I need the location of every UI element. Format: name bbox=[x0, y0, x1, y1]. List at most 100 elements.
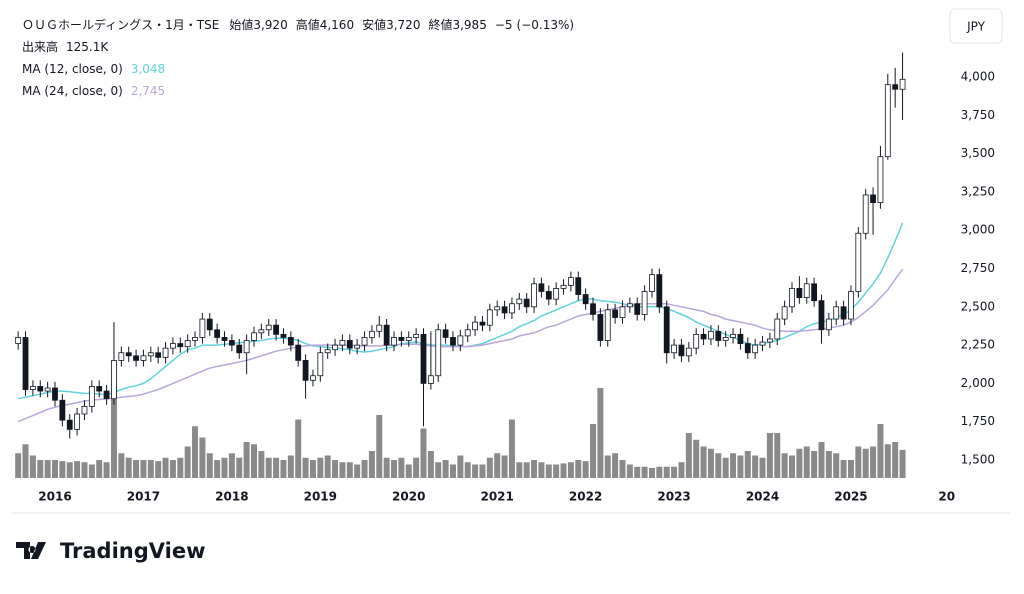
x-tick-label: 2023 bbox=[657, 490, 690, 504]
candle-body bbox=[302, 360, 309, 381]
volume-bar bbox=[590, 424, 597, 478]
volume-bar bbox=[435, 462, 442, 478]
logo: TradingView bbox=[16, 539, 205, 563]
candle-body bbox=[214, 329, 221, 338]
volume-bar bbox=[575, 460, 582, 478]
candle-body bbox=[52, 387, 58, 401]
volume-bar bbox=[685, 433, 692, 478]
candle-body bbox=[170, 343, 176, 349]
volume-bar bbox=[243, 442, 250, 478]
volume-bar bbox=[818, 442, 825, 478]
volume-bar bbox=[457, 455, 464, 478]
volume-bar bbox=[29, 455, 36, 478]
candle-body bbox=[464, 329, 471, 337]
candle-body bbox=[472, 321, 478, 331]
change: −5 bbox=[495, 18, 513, 32]
volume-bar bbox=[899, 449, 906, 478]
y-tick-label: 3,500 bbox=[961, 146, 995, 160]
volume-bar bbox=[663, 466, 670, 478]
volume-bar bbox=[413, 457, 420, 478]
volume-bar bbox=[531, 460, 538, 478]
volume-bar bbox=[722, 457, 729, 478]
candle-body bbox=[427, 375, 434, 384]
volume-bar bbox=[545, 464, 552, 478]
candle-body bbox=[877, 156, 884, 204]
candle-body bbox=[789, 288, 795, 308]
volume-bar bbox=[236, 457, 243, 478]
volume-value: 125.1K bbox=[66, 40, 109, 54]
volume-bar bbox=[707, 448, 714, 478]
symbol: ＯＵＧホールディングス・1月・TSE bbox=[22, 17, 219, 32]
candle-body bbox=[634, 303, 641, 315]
candle-body bbox=[317, 352, 324, 377]
volume-bar bbox=[37, 460, 44, 478]
volume-bar bbox=[354, 464, 361, 478]
candle-body bbox=[641, 291, 648, 315]
candle-body bbox=[766, 338, 773, 343]
candle-body bbox=[523, 298, 530, 308]
volume-bar bbox=[420, 428, 427, 478]
candle-body bbox=[435, 329, 442, 377]
candle-body bbox=[774, 318, 781, 340]
candle-body bbox=[568, 277, 574, 286]
volume-bar bbox=[192, 426, 199, 478]
candle-body bbox=[228, 340, 235, 346]
volume-bar bbox=[66, 462, 73, 478]
volume-bar bbox=[766, 433, 773, 478]
candle-body bbox=[339, 340, 346, 346]
candle-body bbox=[29, 386, 36, 390]
volume-bar bbox=[214, 460, 221, 478]
volume-bar bbox=[678, 462, 685, 478]
volume-bar bbox=[744, 451, 751, 478]
ohlc-value: 3,920 bbox=[253, 18, 287, 32]
candle-body bbox=[442, 329, 449, 338]
volume-bar bbox=[199, 437, 206, 478]
candle-body bbox=[354, 344, 361, 349]
candle-body bbox=[450, 337, 456, 346]
volume-bar bbox=[302, 457, 309, 478]
volume-bar bbox=[560, 463, 567, 478]
currency-button[interactable] bbox=[949, 8, 1003, 44]
x-tick-label: 2021 bbox=[480, 490, 513, 504]
volume-bar bbox=[317, 457, 324, 478]
volume-bar bbox=[464, 462, 471, 478]
candle-body bbox=[88, 386, 95, 407]
candle-body bbox=[899, 78, 906, 90]
candle-body bbox=[715, 330, 722, 341]
volume-bar bbox=[376, 415, 383, 478]
candle-body bbox=[862, 194, 869, 234]
candle-body bbox=[206, 318, 213, 331]
ma-name: MA (12, close, 0) bbox=[22, 62, 123, 76]
volume-bar bbox=[15, 453, 22, 478]
volume-bar bbox=[567, 462, 574, 478]
volume-bar bbox=[479, 464, 486, 478]
volume-bar bbox=[309, 460, 316, 478]
candle-body bbox=[405, 337, 412, 341]
candle-body bbox=[604, 309, 611, 341]
volume-bar bbox=[847, 460, 854, 478]
y-tick-label: 3,000 bbox=[961, 223, 995, 237]
candle-body bbox=[221, 337, 228, 341]
candle-body bbox=[708, 330, 714, 340]
x-tick-label: 2016 bbox=[38, 490, 71, 504]
volume-bar bbox=[103, 462, 110, 478]
ohlc-value: 3,985 bbox=[452, 18, 486, 32]
y-tick-label: 2,000 bbox=[961, 376, 995, 390]
x-tick-label: 2025 bbox=[834, 490, 867, 504]
volume-label: 出来高 bbox=[22, 39, 58, 54]
volume-bar bbox=[110, 383, 117, 478]
ohlc-value: 3,720 bbox=[386, 18, 420, 32]
volume-bar bbox=[391, 460, 398, 478]
volume-bar bbox=[693, 439, 700, 478]
candle-body bbox=[369, 330, 375, 338]
candle-body bbox=[538, 283, 545, 292]
volume-bar bbox=[634, 466, 641, 478]
volume-bar bbox=[280, 460, 287, 478]
candle-body bbox=[103, 390, 110, 400]
candle-body bbox=[177, 343, 184, 348]
currency[interactable]: JPY bbox=[966, 20, 986, 34]
ohlc-label: 高値 bbox=[296, 17, 320, 32]
candle-body bbox=[243, 340, 250, 354]
volume-bar bbox=[789, 455, 795, 478]
volume-bar bbox=[162, 457, 169, 478]
